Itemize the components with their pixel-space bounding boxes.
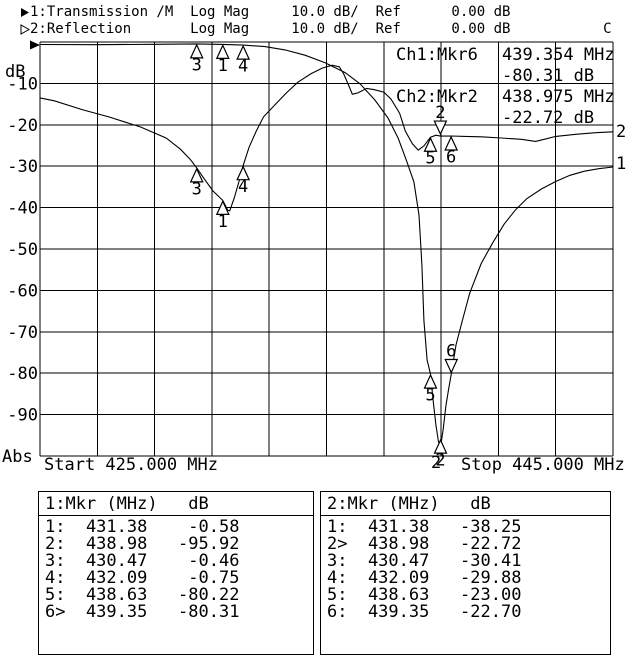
marker-2-icon <box>433 120 448 136</box>
channel-marker-icons <box>20 8 31 35</box>
y-tick-label: -60 <box>7 281 38 301</box>
x-axis-start-label: Start 425.000 MHz <box>44 455 218 475</box>
y-axis-bottom-label: Abs <box>2 447 33 467</box>
marker-table-ch1: 1:Mkr (MHz) dB 1: 431.38 -0.58 2: 438.98… <box>38 491 314 655</box>
y-tick-label: -50 <box>7 240 38 260</box>
channel2-settings-line: 2:Reflection Log Mag 10.0 dB/ Ref 0.00 d… <box>30 21 612 37</box>
trace1-end-label: 1 <box>616 154 626 174</box>
marker-table-ch2-rows: 1: 431.38 -38.25 2> 438.98 -22.72 3: 430… <box>327 517 522 622</box>
marker-table-ch2: 2:Mkr (MHz) dB 1: 431.38 -38.25 2> 438.9… <box>320 491 611 655</box>
grid <box>39 41 614 457</box>
marker-5-label: 5 <box>425 149 435 169</box>
ch1-readout-db: -80.31 dB <box>502 65 595 86</box>
marker-3-label: 3 <box>192 179 202 199</box>
trace-2 <box>39 64 614 212</box>
marker-3-label: 3 <box>192 55 202 75</box>
y-tick-label: -80 <box>7 364 38 384</box>
ref-level-marker-icon <box>30 40 40 50</box>
marker-6-icon <box>444 135 459 151</box>
marker-table-ch2-header: 2:Mkr (MHz) dB <box>321 492 610 516</box>
y-tick-label: -20 <box>7 116 38 136</box>
marker-1-label: 1 <box>218 212 228 232</box>
y-axis-unit-label: dB <box>5 62 25 82</box>
ch1-readout-values: 439.354 MHz -80.31 dB <box>502 45 615 86</box>
channel1-active-icon <box>21 8 29 17</box>
marker-5-label: 5 <box>425 386 435 406</box>
y-tick-label: -30 <box>7 157 38 177</box>
marker-3-icon <box>189 167 204 183</box>
ch1-readout-label: Ch1:Mkr6 <box>396 45 478 65</box>
trace-end-labels: 21 <box>616 122 626 174</box>
marker-1-icon <box>215 199 230 215</box>
ch2-readout-label: Ch2:Mkr2 <box>396 87 478 107</box>
y-axis-labels: dB-10 -20 -30 -40 -50 -60 -70 -80 -90 Abs <box>2 62 38 467</box>
channel2-marker-icon <box>20 24 31 35</box>
channel1-settings-line: 1:Transmission /M Log Mag 10.0 dB/ Ref 0… <box>30 4 511 20</box>
ch2-readout-values: 438.975 MHz -22.72 dB <box>502 87 615 128</box>
marker-4-label: 4 <box>238 57 248 77</box>
marker-6-label: 6 <box>446 147 456 167</box>
x-axis-marker2-label: 2 <box>431 453 442 473</box>
marker-4-label: 4 <box>238 177 248 197</box>
marker-6-label: 6 <box>446 341 456 361</box>
y-tick-label: -90 <box>7 406 38 426</box>
marker-2-label: 2 <box>435 451 445 471</box>
trace2-end-label: 2 <box>616 122 626 142</box>
marker-6-icon <box>444 358 459 374</box>
ch2-readout-freq: 438.975 MHz <box>502 87 615 107</box>
marker-2-icon <box>433 438 448 454</box>
x-axis-stop-label: Stop 445.000 MHz <box>461 455 625 475</box>
marker-4-icon <box>236 165 251 181</box>
marker-table-ch1-rows: 1: 431.38 -0.58 2: 438.98 -95.92 3: 430.… <box>45 517 240 622</box>
marker-5-icon <box>423 136 438 152</box>
ch2-readout-db: -22.72 dB <box>502 107 595 128</box>
y-tick-label: -70 <box>7 323 38 343</box>
marker-2-label: 2 <box>435 103 445 123</box>
marker-5-icon <box>423 373 438 389</box>
marker-4-icon <box>236 44 251 60</box>
ch1-readout-freq: 439.354 MHz <box>502 45 615 65</box>
y-tick-label: -40 <box>7 199 38 219</box>
marker-1-label: 1 <box>218 56 228 76</box>
y-tick-label: -10 <box>7 74 38 94</box>
marker-3-icon <box>189 43 204 59</box>
marker-1-icon <box>215 43 230 60</box>
marker-table-ch1-header: 1:Mkr (MHz) dB <box>39 492 313 516</box>
